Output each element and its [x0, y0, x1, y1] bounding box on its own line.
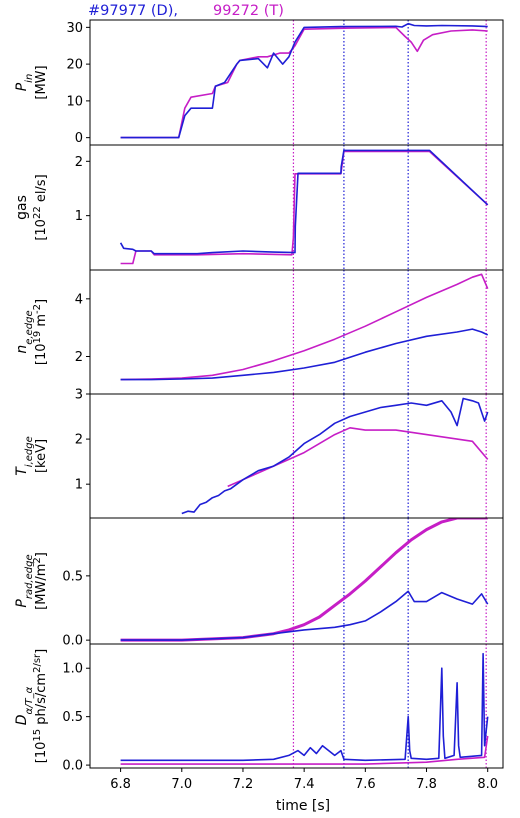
y-axis-label: Prad,edge — [14, 554, 35, 607]
y-tick-label: 1 — [75, 209, 83, 224]
series-line-t — [120, 518, 488, 642]
panel-frame — [89, 269, 504, 395]
y-tick-label: 0 — [75, 131, 83, 146]
y-tick-label: 2 — [75, 433, 83, 448]
x-axis-label: time [s] — [276, 798, 330, 814]
y-tick-label: 0.5 — [62, 569, 83, 584]
series-line-t — [120, 735, 489, 765]
x-tick-label: 7.0 — [171, 777, 192, 792]
panel-2: 1 2 gas[1022 el/s] — [14, 144, 504, 271]
y-tick-label: 1 — [75, 478, 83, 493]
panel-3: 2 4 ne,edge[1019 m-2] — [14, 269, 504, 395]
y-tick-label: 1.0 — [62, 662, 83, 677]
y-axis-unit: [MW] — [34, 65, 49, 99]
y-axis-label: Dα/T_α — [14, 686, 35, 725]
panel-frame — [89, 517, 504, 645]
y-axis-unit: [1015 ph/s/cm2/sr] — [32, 649, 50, 763]
legend-d-label: #97977 (D), — [88, 3, 178, 19]
x-tick-label: 7.4 — [294, 777, 315, 792]
x-tick-label: 6.8 — [110, 777, 131, 792]
y-axis-label: Pin — [14, 74, 35, 92]
y-tick-label: 20 — [66, 58, 83, 73]
y-tick-label: 2 — [75, 350, 83, 365]
series-line-d — [120, 590, 489, 641]
y-tick-label: 0.0 — [62, 759, 83, 774]
series-line-d — [181, 397, 489, 515]
legend-t-label: 99272 (T) — [213, 3, 284, 19]
y-axis-unit: [keV] — [34, 439, 49, 473]
y-axis-label: ne,edge — [14, 310, 35, 353]
series-line-d — [120, 22, 488, 139]
y-tick-label: 30 — [66, 21, 83, 36]
series-line-t — [227, 426, 489, 488]
x-tick-label: 7.2 — [233, 777, 254, 792]
x-tick-label: 7.6 — [355, 777, 376, 792]
x-axis-ticks: 6.8 7.0 7.2 7.4 7.6 7.8 8.0 — [110, 777, 498, 792]
y-tick-label: 3 — [75, 388, 83, 403]
y-tick-label: 10 — [66, 94, 83, 109]
panel-frame — [89, 643, 504, 769]
x-tick-label: 8.0 — [477, 777, 498, 792]
y-axis-label: Ti,edge — [14, 436, 35, 476]
x-tick-label: 7.8 — [416, 777, 437, 792]
series-line-t — [120, 273, 489, 381]
series-line-d — [120, 328, 489, 381]
y-tick-label: 0.0 — [62, 634, 83, 649]
series-line-d — [120, 652, 489, 762]
panel-4: 1 2 3 Ti,edge [keV] — [14, 388, 504, 519]
y-axis-unit: [1022 el/s] — [32, 174, 50, 240]
y-tick-label: 0.5 — [62, 710, 83, 725]
panel-1: 0 10 20 30 Pin [MW] — [14, 19, 504, 146]
y-tick-label: 4 — [75, 292, 83, 307]
y-axis-unit: [1019 m-2] — [32, 299, 50, 365]
y-axis-label: gas — [14, 195, 30, 220]
series-line-t — [120, 26, 488, 139]
series-line-d — [119, 149, 489, 255]
panel-5: 0.0 0.5 Prad,edge [MW/m2] — [14, 517, 504, 649]
y-axis-unit: [MW/m2] — [32, 552, 50, 610]
y-tick-label: 2 — [75, 155, 83, 170]
panel-6: 0.0 0.5 1.0 Dα/T_α[1015 ph/s/cm2/sr] — [14, 643, 504, 774]
series-line-t — [120, 150, 489, 265]
